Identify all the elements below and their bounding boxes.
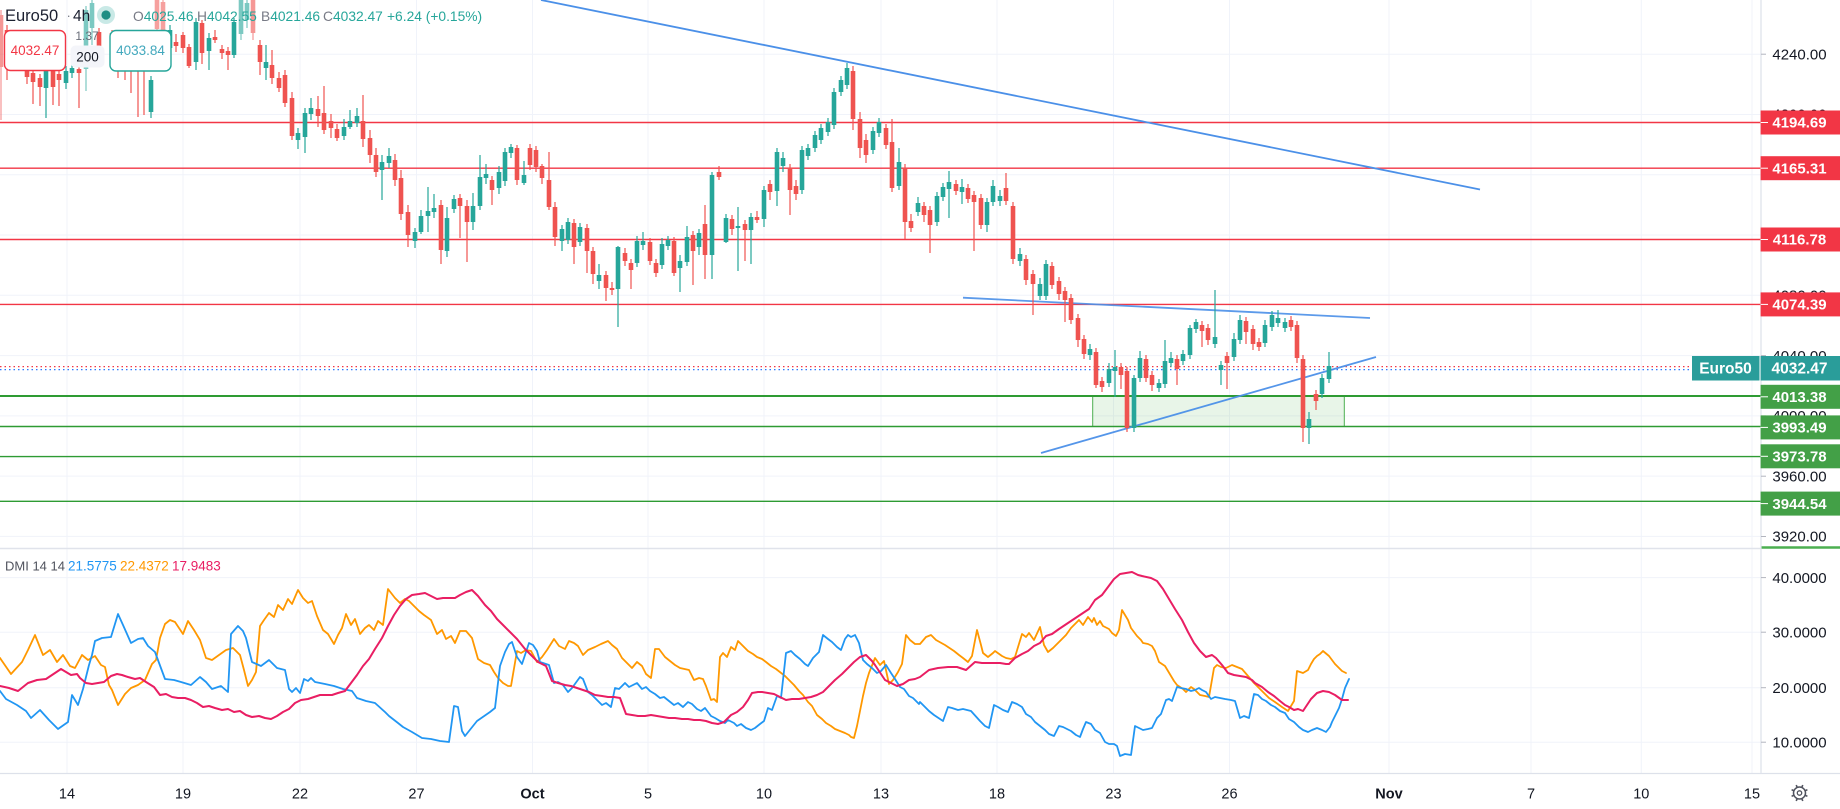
svg-text:Nov: Nov [1375, 787, 1402, 803]
svg-text:Euro50: Euro50 [5, 7, 58, 25]
svg-text:DMI 14 14: DMI 14 14 [5, 559, 65, 574]
svg-text:22.4372: 22.4372 [120, 559, 169, 574]
svg-text:O4025.46: O4025.46 [133, 9, 194, 24]
svg-text:4h: 4h [73, 8, 90, 25]
svg-text:4240.00: 4240.00 [1772, 46, 1826, 63]
svg-text:27: 27 [408, 787, 424, 803]
svg-text:1.37: 1.37 [75, 29, 99, 43]
svg-text:21.5775: 21.5775 [68, 559, 117, 574]
svg-text:·: · [67, 8, 71, 23]
svg-text:13: 13 [873, 787, 889, 803]
svg-text:17.9483: 17.9483 [172, 559, 221, 574]
svg-text:10: 10 [756, 787, 772, 803]
svg-text:3973.78: 3973.78 [1772, 449, 1826, 466]
svg-text:4194.69: 4194.69 [1772, 115, 1826, 132]
svg-text:18: 18 [989, 787, 1005, 803]
svg-text:22: 22 [292, 787, 308, 803]
svg-text:10.0000: 10.0000 [1772, 734, 1826, 751]
svg-text:4013.38: 4013.38 [1772, 389, 1826, 406]
svg-text:4033.84: 4033.84 [116, 43, 165, 58]
svg-text:H4042.55: H4042.55 [197, 9, 257, 24]
svg-text:10: 10 [1633, 787, 1649, 803]
svg-text:15: 15 [1744, 787, 1760, 803]
svg-text:200: 200 [76, 50, 99, 65]
svg-text:3960.00: 3960.00 [1772, 468, 1826, 485]
svg-text:3944.54: 3944.54 [1772, 496, 1827, 513]
svg-text:3920.00: 3920.00 [1772, 529, 1826, 546]
svg-text:Oct: Oct [520, 787, 544, 803]
svg-text:C4032.47: C4032.47 [323, 9, 383, 24]
svg-text:4116.78: 4116.78 [1773, 232, 1826, 249]
svg-text:5: 5 [644, 787, 652, 803]
svg-text:4074.39: 4074.39 [1772, 297, 1826, 314]
svg-text:30.0000: 30.0000 [1772, 624, 1826, 641]
svg-text:4165.31: 4165.31 [1772, 160, 1826, 177]
svg-text:20.0000: 20.0000 [1772, 680, 1826, 697]
svg-text:19: 19 [175, 787, 191, 803]
svg-text:7: 7 [1527, 787, 1535, 803]
svg-text:4032.47: 4032.47 [1771, 361, 1827, 378]
svg-text:14: 14 [59, 787, 75, 803]
svg-text:+6.24 (+0.15%): +6.24 (+0.15%) [387, 9, 482, 24]
svg-text:B4021.46: B4021.46 [261, 9, 320, 24]
svg-text:26: 26 [1221, 787, 1237, 803]
svg-text:3993.49: 3993.49 [1772, 420, 1826, 437]
svg-text:4032.47: 4032.47 [11, 43, 60, 58]
svg-text:40.0000: 40.0000 [1772, 570, 1826, 587]
svg-text:23: 23 [1105, 787, 1121, 803]
svg-text:Euro50: Euro50 [1699, 361, 1752, 378]
